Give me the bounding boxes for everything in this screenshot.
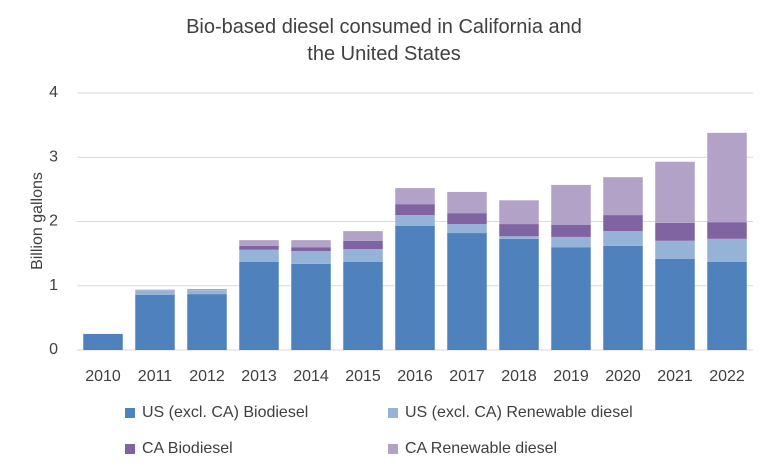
- bar-segment: [655, 222, 695, 241]
- bar-segment: [655, 240, 695, 259]
- x-tick-label: 2014: [293, 368, 329, 385]
- bar-segment: [395, 215, 435, 226]
- bar-segment: [707, 238, 747, 262]
- x-tick-label: 2012: [189, 368, 225, 385]
- legend-swatch: [125, 444, 135, 454]
- bar-segment: [499, 224, 539, 237]
- y-tick-label: 1: [49, 277, 58, 294]
- x-tick-label: 2010: [85, 368, 121, 385]
- bar-segment: [395, 225, 435, 350]
- bar-segment: [83, 333, 123, 350]
- y-tick-label: 3: [49, 148, 58, 165]
- bar-segment: [239, 240, 279, 246]
- bar-segment: [499, 238, 539, 350]
- bar-segment: [239, 249, 279, 262]
- bar-segment: [707, 222, 747, 239]
- bar-segment: [447, 213, 487, 225]
- bar-segment: [447, 224, 487, 234]
- bar-segment: [447, 191, 487, 214]
- bar-segment: [239, 261, 279, 350]
- x-tick-label: 2019: [553, 368, 589, 385]
- bar-segment: [395, 188, 435, 205]
- x-tick-label: 2015: [345, 368, 381, 385]
- bar-segment: [551, 224, 591, 237]
- x-tick-label: 2022: [709, 368, 745, 385]
- bar-segment: [499, 236, 539, 239]
- y-tick-label: 2: [49, 213, 58, 230]
- bar-segment: [395, 204, 435, 216]
- y-axis-label: Billion gallons: [29, 172, 46, 270]
- legend-swatch: [125, 408, 135, 418]
- bar-segment: [291, 247, 331, 252]
- legend-swatch: [388, 408, 398, 418]
- bar-segment: [187, 294, 227, 350]
- bar-segment: [551, 236, 591, 248]
- bar-segment: [603, 245, 643, 350]
- bar-segment: [603, 177, 643, 216]
- bar-segment: [239, 245, 279, 250]
- x-tick-label: 2013: [241, 368, 277, 385]
- bar-segment: [343, 249, 383, 262]
- bar-segment: [291, 263, 331, 350]
- bar-segment: [707, 261, 747, 350]
- x-tick-label: 2021: [657, 368, 693, 385]
- bar-segment: [499, 200, 539, 225]
- chart-title: Bio-based diesel consumed in California …: [186, 16, 582, 65]
- x-tick-label: 2011: [138, 368, 173, 385]
- x-tick-label: 2018: [501, 368, 537, 385]
- bar-segment: [551, 184, 591, 225]
- x-tick-label: 2020: [605, 368, 641, 385]
- bar-segment: [135, 290, 175, 295]
- legend-label: US (excl. CA) Renewable diesel: [405, 404, 633, 421]
- legend-label: CA Renewable diesel: [405, 440, 557, 457]
- bar-segment: [291, 240, 331, 248]
- bar-segment: [707, 132, 747, 223]
- bar-segment: [135, 289, 175, 291]
- x-tick-label: 2016: [397, 368, 433, 385]
- bar-segment: [187, 288, 227, 291]
- y-tick-label: 4: [49, 84, 58, 101]
- y-tick-label: 0: [49, 341, 58, 358]
- bar-segment: [603, 215, 643, 232]
- bar-segment: [291, 251, 331, 264]
- legend-swatch: [388, 444, 398, 454]
- bar-segment: [343, 231, 383, 241]
- bar-segment: [603, 231, 643, 246]
- bar-segment: [343, 240, 383, 250]
- bar-segment: [187, 290, 227, 295]
- bar-segment: [447, 233, 487, 350]
- legend-label: CA Biodiesel: [142, 440, 233, 457]
- bar-segment: [655, 258, 695, 350]
- bar-segment: [343, 261, 383, 350]
- bar-segment: [655, 161, 695, 223]
- x-tick-label: 2017: [449, 368, 485, 385]
- legend-label: US (excl. CA) Biodiesel: [142, 404, 308, 421]
- bar-segment: [135, 294, 175, 350]
- bar-segment: [551, 247, 591, 350]
